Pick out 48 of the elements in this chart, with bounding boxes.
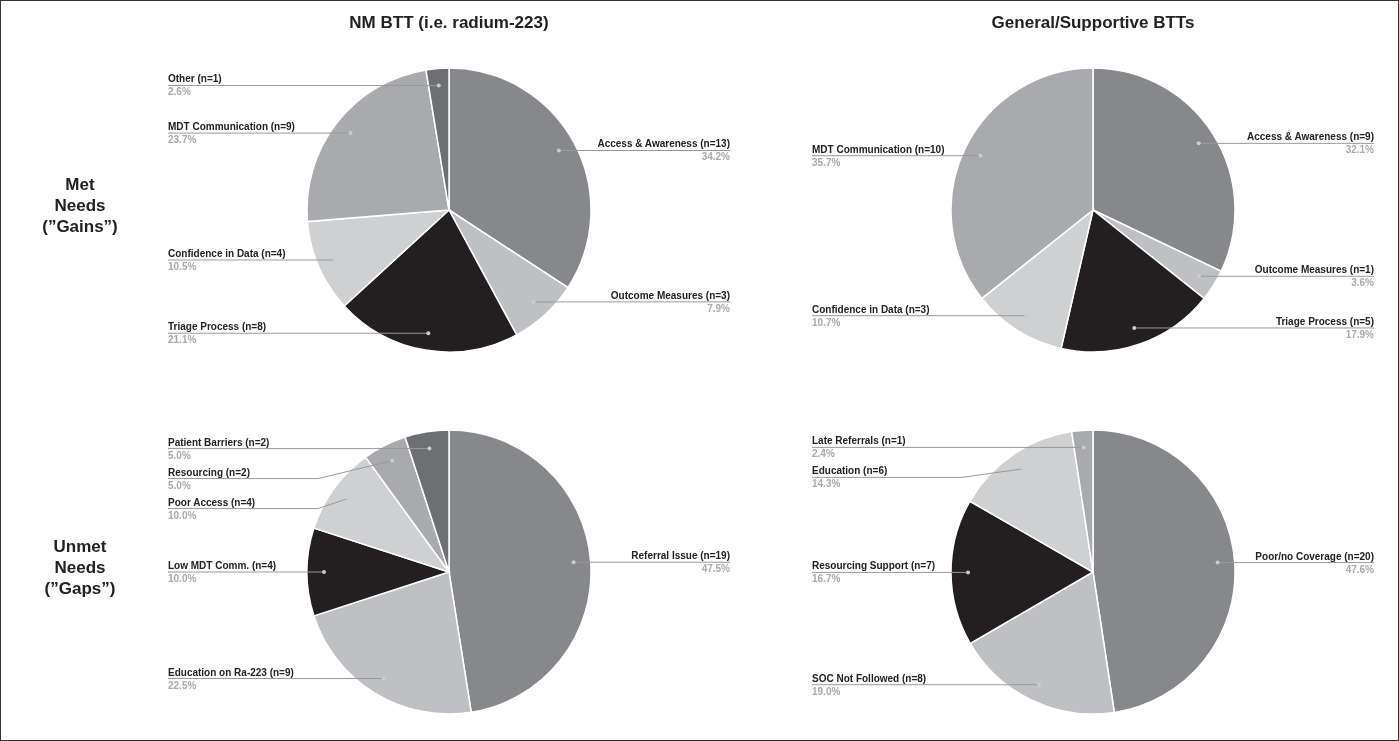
data-label: 16.7%	[812, 573, 841, 585]
slice-label: Patient Barriers (n=2)	[168, 436, 270, 448]
data-label: 5.0%	[168, 479, 191, 491]
data-label: 2.6%	[168, 86, 191, 98]
data-label: 35.7%	[812, 156, 841, 168]
data-label: 5.0%	[168, 449, 191, 461]
data-label: 10.0%	[168, 509, 197, 521]
data-label: 23.7%	[168, 134, 197, 146]
slice-label: Outcome Measures (n=3)	[610, 289, 730, 301]
slice-label: Outcome Measures (n=1)	[1254, 264, 1374, 276]
slice-label: Poor/no Coverage (n=20)	[1255, 550, 1374, 562]
data-label: 10.5%	[168, 260, 197, 272]
slice-label: Confidence in Data (n=4)	[168, 247, 286, 259]
data-label: 22.5%	[168, 679, 197, 691]
slice-label: Resourcing (n=2)	[168, 466, 250, 478]
text: Unmet Needs (”Gaps”)	[44, 537, 116, 598]
slice-label: MDT Communication (n=9)	[168, 121, 295, 133]
data-label: 10.0%	[168, 573, 197, 584]
slice-label: Late Referrals (n=1)	[812, 435, 906, 447]
data-label: 3.6%	[1351, 277, 1375, 289]
chart-title: NM BTT (i.e. radium-223)	[349, 13, 549, 32]
data-label: 14.3%	[812, 478, 841, 490]
slice-label: Access & Awareness (n=9)	[1246, 131, 1374, 143]
data-label: 19.0%	[812, 685, 841, 697]
data-label: 2.4%	[812, 448, 835, 460]
data-label: 32.1%	[1345, 144, 1375, 156]
slice-label: Referral Issue (n=19)	[631, 550, 730, 562]
data-label: 21.1%	[168, 334, 197, 346]
slice-label: Education (n=6)	[812, 465, 888, 477]
slice-label: Poor Access (n=4)	[168, 496, 256, 508]
data-label: 17.9%	[1345, 328, 1375, 340]
data-label: 10.7%	[812, 316, 841, 328]
text: Met Needs (”Gains”)	[42, 175, 118, 236]
slice-label: Triage Process (n=8)	[168, 321, 267, 333]
data-label: 7.9%	[707, 302, 731, 314]
slice-label: SOC Not Followed (n=8)	[812, 672, 927, 684]
slice-label: Resourcing Support (n=7)	[812, 560, 936, 572]
slice-label: Low MDT Comm. (n=4)	[168, 560, 277, 571]
slice-label: Other (n=1)	[168, 73, 222, 85]
slice-label: Confidence in Data (n=3)	[812, 303, 930, 315]
data-label: 47.6%	[1345, 563, 1375, 575]
slice-label: Access & Awareness (n=13)	[597, 138, 730, 150]
data-label: 47.5%	[701, 563, 731, 575]
chart-title: General/Supportive BTTs	[991, 13, 1195, 32]
slice-label: Education on Ra-223 (n=9)	[168, 666, 294, 678]
slice-label: Triage Process (n=5)	[1275, 315, 1374, 327]
slice-label: MDT Communication (n=10)	[812, 143, 945, 155]
data-label: 34.2%	[701, 151, 731, 163]
